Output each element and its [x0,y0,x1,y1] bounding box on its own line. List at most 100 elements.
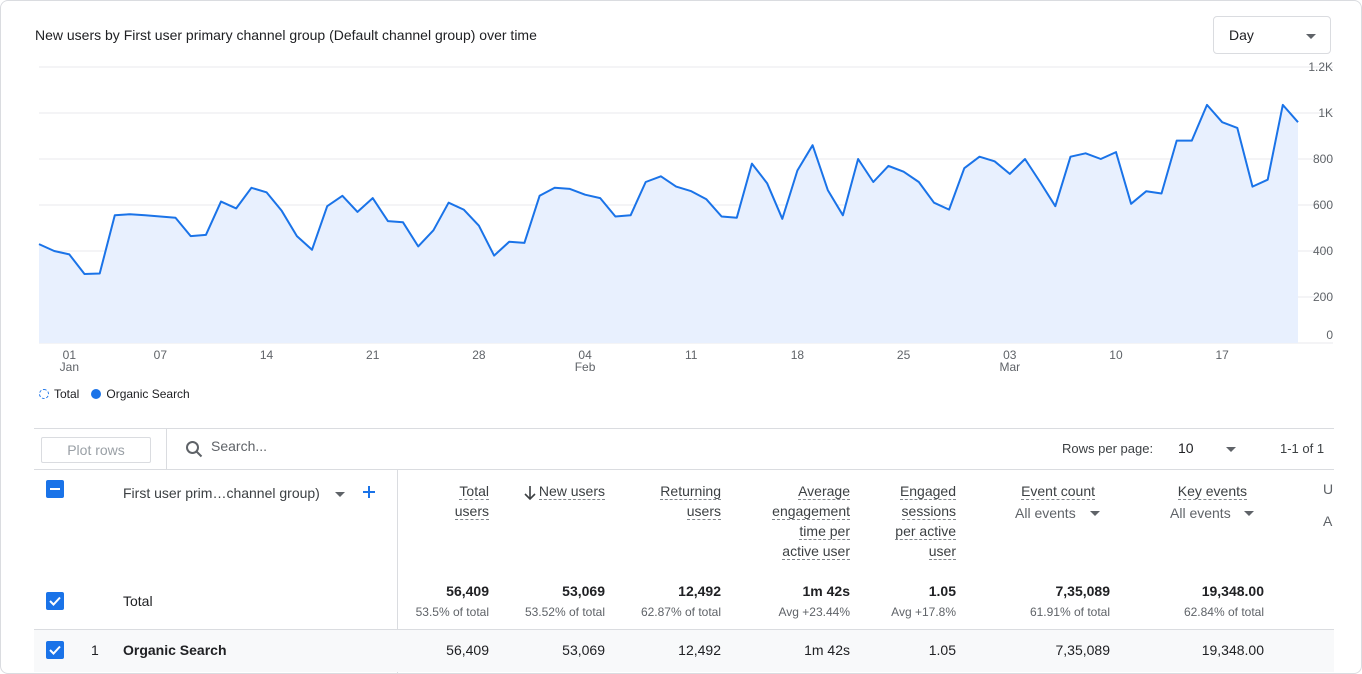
data-point[interactable] [324,203,330,209]
data-point[interactable] [961,165,967,171]
data-point[interactable] [461,207,467,213]
chevron-down-icon[interactable] [1090,511,1100,516]
col-event-count[interactable]: Event count [1021,481,1095,501]
data-point[interactable] [779,216,785,222]
col-total-users[interactable]: Total users [454,481,489,521]
data-point[interactable] [901,169,907,175]
data-point[interactable] [36,241,42,247]
data-point[interactable] [82,271,88,277]
data-point[interactable] [446,200,452,206]
key-events-filter[interactable]: All events [1170,503,1231,523]
data-point[interactable] [1174,138,1180,144]
clipped-column-header[interactable]: U A [1323,481,1333,529]
data-point[interactable] [840,212,846,218]
data-point[interactable] [977,154,983,160]
data-point[interactable] [916,179,922,185]
data-point[interactable] [628,212,634,218]
search-input[interactable] [211,438,511,454]
data-point[interactable] [385,218,391,224]
data-point[interactable] [1128,201,1134,207]
data-point[interactable] [248,185,254,191]
data-point[interactable] [1159,191,1165,197]
data-point[interactable] [188,233,194,239]
col-engaged-sessions[interactable]: Engaged sessions per active user [895,481,956,561]
data-point[interactable] [1113,149,1119,155]
data-point[interactable] [794,168,800,174]
data-point[interactable] [1143,188,1149,194]
legend-total-label[interactable]: Total [54,387,80,401]
data-point[interactable] [173,215,179,221]
event-count-filter[interactable]: All events [1015,503,1076,523]
row-checkbox[interactable] [46,641,64,659]
chevron-down-icon[interactable] [1226,447,1236,452]
total-row-checkbox[interactable] [46,592,64,610]
data-point[interactable] [400,219,406,225]
data-point[interactable] [658,173,664,179]
data-point[interactable] [1052,203,1058,209]
data-point[interactable] [142,212,148,218]
series-line[interactable] [38,103,1299,275]
data-point[interactable] [1098,156,1104,162]
data-point[interactable] [339,193,345,199]
data-point[interactable] [294,233,300,239]
rows-per-page-select[interactable]: 10 [1178,440,1194,456]
data-point[interactable] [309,247,315,253]
data-point[interactable] [415,243,421,249]
chevron-down-icon[interactable] [1244,511,1254,516]
data-point[interactable] [1037,179,1043,185]
data-point[interactable] [567,186,573,192]
data-point[interactable] [992,158,998,164]
data-point[interactable] [1234,125,1240,131]
dimension-header[interactable]: First user prim…channel group) [123,485,320,501]
data-point[interactable] [112,212,118,218]
data-point[interactable] [370,195,376,201]
data-point[interactable] [597,195,603,201]
data-point[interactable] [1265,177,1271,183]
data-point[interactable] [1083,150,1089,156]
data-point[interactable] [1022,156,1028,162]
data-point[interactable] [127,211,133,217]
data-point[interactable] [703,196,709,202]
data-point[interactable] [157,214,163,220]
col-avg-engagement-time[interactable]: Average engagement time per active user [772,481,850,561]
data-point[interactable] [66,251,72,257]
data-point[interactable] [430,227,436,233]
data-point[interactable] [506,239,512,245]
data-point[interactable] [203,232,209,238]
data-point[interactable] [521,240,527,246]
row-label[interactable]: Organic Search [123,642,227,658]
data-point[interactable] [1007,171,1013,177]
data-point[interactable] [946,207,952,213]
data-point[interactable] [264,189,270,195]
data-point[interactable] [51,248,57,254]
plot-rows-button[interactable]: Plot rows [41,437,151,463]
data-point[interactable] [233,205,239,211]
data-point[interactable] [1189,138,1195,144]
col-key-events[interactable]: Key events [1177,481,1247,501]
granularity-select[interactable]: Day [1213,16,1331,54]
data-point[interactable] [688,188,694,194]
data-point[interactable] [355,209,361,215]
data-point[interactable] [1219,119,1225,125]
data-point[interactable] [1280,102,1286,108]
data-point[interactable] [1204,102,1210,108]
data-point[interactable] [931,200,937,206]
data-point[interactable] [612,214,618,220]
select-all-checkbox[interactable] [46,480,64,498]
data-point[interactable] [810,142,816,148]
col-returning-users[interactable]: Returning users [660,481,721,521]
data-point[interactable] [1068,154,1074,160]
table-row[interactable] [34,629,1334,672]
data-point[interactable] [764,180,770,186]
add-dimension-icon[interactable] [361,484,377,505]
chevron-down-icon[interactable] [335,492,345,497]
data-point[interactable] [1250,184,1256,190]
data-point[interactable] [734,215,740,221]
data-point[interactable] [870,179,876,185]
data-point[interactable] [643,179,649,185]
data-point[interactable] [491,253,497,259]
data-point[interactable] [552,185,558,191]
col-new-users[interactable]: New users [538,481,605,501]
data-point[interactable] [825,187,831,193]
